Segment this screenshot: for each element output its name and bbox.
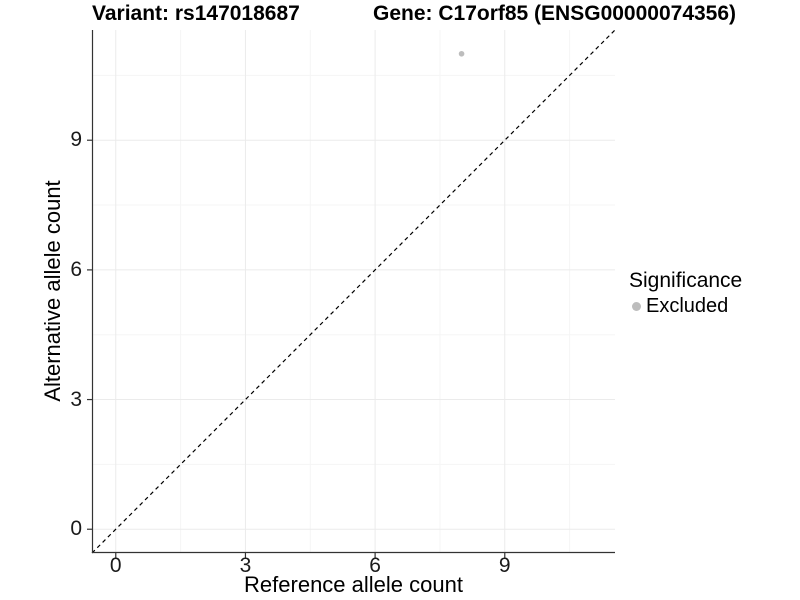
y-tick-label: 6 bbox=[70, 257, 82, 281]
x-tick-label: 6 bbox=[369, 554, 381, 577]
plot-title-variant: Variant: rs147018687 bbox=[92, 2, 300, 25]
legend-item-label: Excluded bbox=[646, 295, 729, 317]
y-axis-title: Alternative allele count bbox=[40, 180, 65, 402]
data-point bbox=[458, 50, 465, 57]
plot-title-gene: Gene: C17orf85 (ENSG00000074356) bbox=[373, 2, 737, 25]
y-tick-label: 0 bbox=[70, 517, 82, 541]
legend-title: Significance bbox=[629, 269, 743, 292]
x-tick-label: 9 bbox=[498, 554, 511, 577]
x-axis-title: Reference allele count bbox=[244, 572, 463, 597]
point-marker-icon bbox=[632, 302, 641, 311]
y-tick-label: 3 bbox=[70, 387, 82, 411]
y-tick-label: 9 bbox=[70, 128, 82, 152]
plot-panel bbox=[87, 29, 616, 558]
x-tick-label: 0 bbox=[109, 554, 122, 577]
plot-svg bbox=[87, 29, 616, 558]
x-tick-label: 3 bbox=[239, 554, 252, 577]
identity-line bbox=[91, 29, 616, 554]
legend: Significance Excluded bbox=[629, 269, 742, 318]
legend-item-excluded: Excluded bbox=[629, 295, 742, 318]
